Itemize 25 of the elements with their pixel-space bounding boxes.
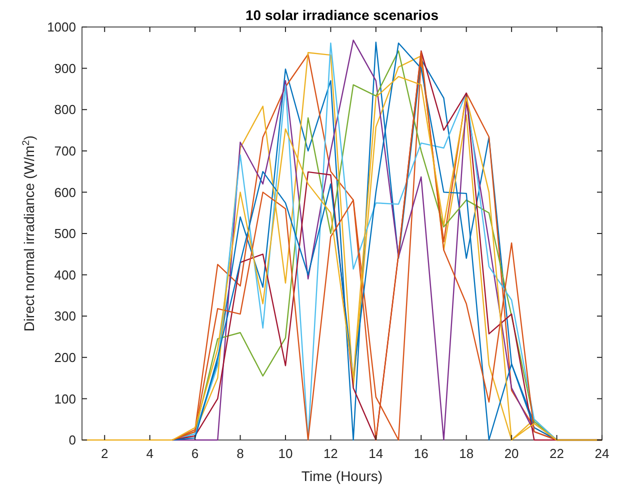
x-tick-label: 16 xyxy=(414,446,428,461)
x-tick-label: 24 xyxy=(594,446,610,461)
chart-title: 10 solar irradiance scenarios xyxy=(246,7,439,23)
y-tick-label: 200 xyxy=(54,350,76,365)
x-tick-label: 4 xyxy=(146,446,154,461)
y-tick-label: 0 xyxy=(68,432,76,448)
y-tick-label: 300 xyxy=(54,308,76,324)
y-tick-label: 500 xyxy=(54,226,76,242)
x-tick-label: 20 xyxy=(504,446,519,461)
x-tick-label: 22 xyxy=(550,446,564,461)
x-axis-title: Time (Hours) xyxy=(301,468,383,484)
x-tick-label: 8 xyxy=(236,446,244,461)
y-tick-label: 900 xyxy=(54,60,76,76)
x-tick-label: 12 xyxy=(323,446,338,461)
y-tick-label: 600 xyxy=(54,184,76,200)
y-tick-label: 400 xyxy=(54,267,76,282)
x-tick-label: 14 xyxy=(368,446,384,461)
y-tick-label: 100 xyxy=(54,391,76,406)
x-tick-label: 10 xyxy=(278,446,293,461)
x-tick-label: 6 xyxy=(191,446,199,461)
y-tick-label: 1000 xyxy=(47,20,76,35)
x-tick-label: 18 xyxy=(459,446,474,461)
x-tick-label: 2 xyxy=(100,446,108,461)
y-tick-label: 800 xyxy=(54,102,76,118)
y-tick-label: 700 xyxy=(54,143,76,158)
